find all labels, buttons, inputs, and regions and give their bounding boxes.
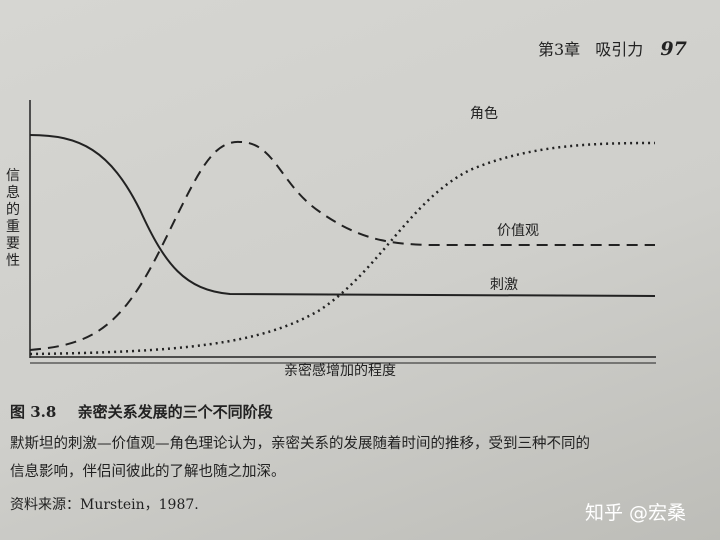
y-axis-label: 信息的重要性 [6, 168, 20, 269]
body-line: 默斯坦的刺激—价值观—角色理论认为，亲密关系的发展随着时间的推移，受到三种不同的 [10, 436, 590, 452]
chapter: 第3章 [538, 40, 581, 59]
curve-label: 刺激 [490, 276, 518, 293]
values-curve [29, 140, 655, 351]
stimulus-curve [29, 134, 656, 297]
caption-number: 图 3.8 [10, 403, 57, 421]
body-line: 信息影响，伴侣间彼此的了解也随之加深。 [10, 464, 286, 480]
source: 资料来源：Murstein，1987. [10, 497, 199, 513]
section: 吸引力 [595, 40, 644, 59]
body-text: 默斯坦的刺激—价值观—角色理论认为，亲密关系的发展随着时间的推移，受到三种不同的… [10, 430, 590, 486]
caption-title: 亲密关系发展的三个不同阶段 [77, 403, 273, 421]
page-header: 第3章 吸引力 97 [538, 36, 687, 60]
curve-label: 价值观 [497, 223, 539, 239]
curve-label: 角色 [470, 105, 498, 122]
role-curve [29, 141, 656, 356]
x-axis-label: 亲密感增加的程度 [284, 362, 396, 379]
page-number: 97 [660, 38, 687, 60]
watermark: 知乎 @宏桑 [585, 502, 687, 524]
figure: 角色 价值观 刺激 亲密感增加的程度 [29, 100, 656, 379]
caption: 图 3.8 亲密关系发展的三个不同阶段 [10, 401, 273, 422]
